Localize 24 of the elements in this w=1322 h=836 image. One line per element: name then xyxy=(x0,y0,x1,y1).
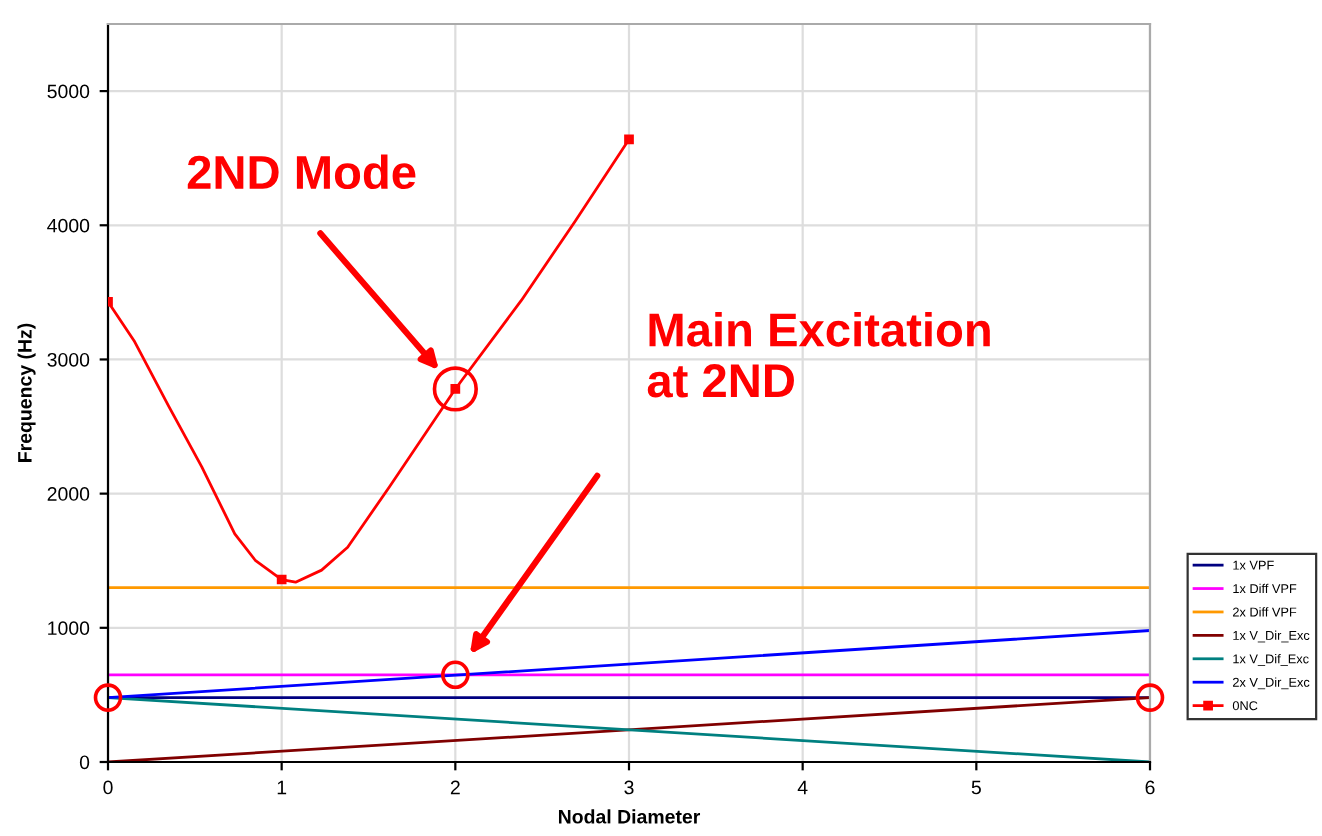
x-axis-title: Nodal Diameter xyxy=(558,809,701,824)
y-tick-label: 1000 xyxy=(48,621,90,636)
annotation: Main Excitation at 2ND xyxy=(647,312,990,398)
annotation: 2ND Mode xyxy=(187,154,416,190)
x-tick-label: 0 xyxy=(103,780,113,795)
y-tick-label: 4000 xyxy=(47,218,90,233)
point xyxy=(93,683,123,712)
point xyxy=(441,660,470,690)
y-tick-label: 5000 xyxy=(47,84,90,99)
point xyxy=(624,134,634,145)
x-tick-label: 1 xyxy=(277,780,287,795)
x-tick-label: 6 xyxy=(1145,780,1155,795)
x-tick-label: 5 xyxy=(971,780,981,795)
y-tick-label: 0 xyxy=(79,755,90,770)
x-tick-label: 2 xyxy=(450,780,460,795)
point xyxy=(432,366,478,412)
y-tick-label: 3000 xyxy=(47,352,90,367)
y-axis-title: Frequency (Hz) xyxy=(17,323,36,462)
point xyxy=(450,384,461,394)
y-tick-label: 2000 xyxy=(47,487,90,501)
point xyxy=(1135,683,1165,712)
x-tick-label: 4 xyxy=(797,780,808,795)
x-tick-label: 3 xyxy=(624,780,634,795)
point xyxy=(276,574,287,585)
